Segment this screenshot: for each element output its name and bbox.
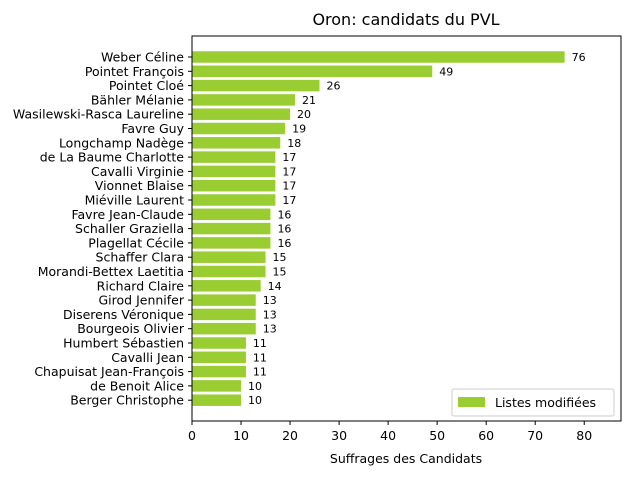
x-axis-label: Suffrages des Candidats bbox=[330, 451, 482, 466]
bar bbox=[192, 380, 242, 392]
legend: Listes modifiées bbox=[451, 388, 615, 417]
bar bbox=[192, 280, 261, 292]
bar bbox=[192, 122, 286, 135]
category-label: Diserens Véronique bbox=[63, 307, 184, 322]
category-label: Schaffer Clara bbox=[96, 250, 184, 265]
bar bbox=[192, 65, 433, 78]
legend-swatch bbox=[458, 397, 485, 407]
value-label: 13 bbox=[263, 323, 277, 336]
bar bbox=[192, 308, 256, 321]
bar bbox=[192, 265, 266, 278]
legend-entry: Listes modifiées bbox=[495, 395, 596, 410]
category-label: Pointet François bbox=[85, 64, 184, 79]
x-tick-label: 80 bbox=[576, 428, 592, 443]
bars-group bbox=[192, 51, 565, 406]
value-label: 13 bbox=[263, 294, 277, 307]
category-label: Wasilewski-Rasca Laureline bbox=[13, 107, 184, 122]
bar bbox=[192, 365, 246, 378]
value-label: 11 bbox=[253, 351, 267, 364]
category-label: Vionnet Blaise bbox=[95, 178, 185, 193]
bar bbox=[192, 94, 295, 106]
x-tick-label: 40 bbox=[380, 428, 396, 443]
bar bbox=[192, 165, 276, 178]
x-tick-label: 10 bbox=[233, 428, 249, 443]
category-label: Cavalli Jean bbox=[111, 350, 184, 365]
value-label: 10 bbox=[248, 394, 262, 407]
value-labels: 7649262120191817171717161616151514131313… bbox=[248, 51, 586, 407]
value-label: 15 bbox=[273, 266, 287, 279]
bar bbox=[192, 251, 266, 263]
bar bbox=[192, 79, 320, 92]
category-label: Plagellat Cécile bbox=[88, 235, 184, 250]
value-label: 19 bbox=[292, 123, 306, 136]
value-label: 13 bbox=[263, 308, 277, 321]
value-label: 21 bbox=[302, 94, 316, 107]
category-label: Girod Jennifer bbox=[98, 293, 184, 308]
category-label: Miéville Laurent bbox=[85, 193, 184, 208]
value-label: 76 bbox=[572, 51, 586, 64]
value-label: 14 bbox=[268, 280, 282, 293]
x-axis-ticks: 0 10 20 30 40 50 60 70 80 bbox=[188, 421, 592, 443]
x-tick-label: 20 bbox=[282, 428, 298, 443]
value-label: 16 bbox=[277, 237, 291, 250]
bar bbox=[192, 51, 565, 63]
value-label: 10 bbox=[248, 380, 262, 393]
value-label: 15 bbox=[273, 251, 287, 264]
category-label: de La Baume Charlotte bbox=[40, 150, 185, 165]
value-label: 20 bbox=[297, 108, 311, 121]
x-tick-label: 70 bbox=[527, 428, 543, 443]
bar bbox=[192, 351, 246, 364]
bar bbox=[192, 294, 256, 306]
plot-frame bbox=[191, 35, 622, 422]
legend-box bbox=[451, 388, 615, 417]
category-label: Chapuisat Jean-François bbox=[34, 364, 184, 379]
chart-title: Oron: candidats du PVL bbox=[312, 10, 499, 29]
category-label: de Benoit Alice bbox=[90, 378, 184, 393]
category-label: Bähler Mélanie bbox=[91, 92, 184, 107]
value-label: 17 bbox=[282, 165, 296, 178]
category-label: Favre Guy bbox=[121, 121, 184, 136]
value-label: 17 bbox=[282, 180, 296, 193]
bar bbox=[192, 194, 276, 206]
value-label: 16 bbox=[277, 208, 291, 221]
value-label: 11 bbox=[253, 366, 267, 379]
category-label: Richard Claire bbox=[97, 278, 185, 293]
x-tick-label: 60 bbox=[478, 428, 494, 443]
category-label: Berger Christophe bbox=[70, 393, 184, 408]
category-label: Humbert Sébastien bbox=[63, 336, 184, 351]
x-tick-label: 0 bbox=[188, 428, 196, 443]
x-tick-label: 50 bbox=[429, 428, 445, 443]
category-label: Longchamp Nadège bbox=[59, 135, 184, 150]
bar bbox=[192, 151, 276, 163]
bar bbox=[192, 137, 281, 149]
value-label: 17 bbox=[282, 194, 296, 207]
bar bbox=[192, 108, 291, 120]
value-label: 49 bbox=[439, 65, 453, 78]
bar bbox=[192, 322, 256, 335]
value-label: 26 bbox=[326, 80, 340, 93]
bar bbox=[192, 222, 271, 235]
category-label: Schaller Graziella bbox=[75, 221, 184, 236]
category-label: Pointet Cloé bbox=[109, 78, 184, 93]
category-label: Favre Jean-Claude bbox=[71, 207, 184, 222]
bar bbox=[192, 237, 271, 249]
bar bbox=[192, 208, 271, 221]
value-label: 11 bbox=[253, 337, 267, 350]
value-label: 18 bbox=[287, 137, 301, 150]
category-label: Bourgeois Olivier bbox=[77, 321, 185, 336]
category-label: Morandi-Bettex Laetitia bbox=[38, 264, 184, 279]
bar bbox=[192, 394, 242, 406]
value-label: 16 bbox=[277, 223, 291, 236]
category-label: Weber Céline bbox=[101, 50, 184, 65]
bar bbox=[192, 179, 276, 192]
bar bbox=[192, 337, 246, 349]
category-label: Cavalli Virginie bbox=[91, 164, 184, 179]
value-label: 17 bbox=[282, 151, 296, 164]
x-tick-label: 30 bbox=[331, 428, 347, 443]
